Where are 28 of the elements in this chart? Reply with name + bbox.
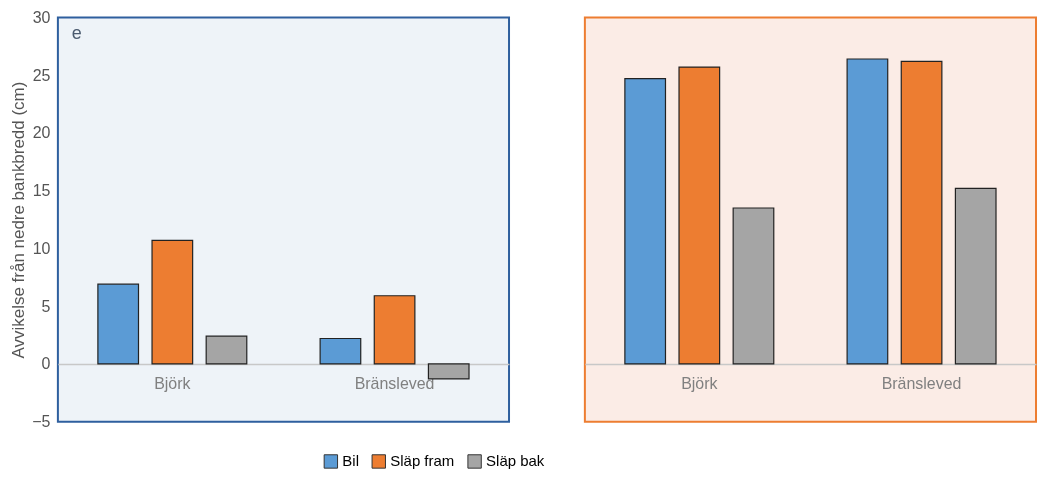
x-tick-label: Björk [681,375,718,393]
x-tick-label: Björk [154,375,191,393]
bar [732,207,775,365]
x-tick-label: Bränsleved [354,375,435,393]
y-tick-label: 10 [32,239,51,257]
y-tick-label: 15 [32,182,51,200]
bar [954,187,997,365]
legend-label: Släp bak [486,452,545,470]
y-tick-label: 30 [32,8,51,26]
legend-label: Släp fram [390,452,455,470]
bar [205,335,248,365]
bar [97,283,140,365]
bar [373,295,416,365]
bar [319,337,362,365]
legend-label: Bil [342,452,359,470]
x-tick-label: Bränsleved [881,375,962,393]
y-tick-label: 5 [41,297,51,315]
bar [151,239,194,365]
y-tick-label: 0 [41,355,51,373]
bar [900,60,943,365]
y-tick-label: −5 [32,413,51,431]
bar [678,66,721,365]
annotation: e [71,23,82,44]
bar [624,78,667,365]
bar [846,58,889,365]
y-tick-label: 20 [32,124,51,142]
y-axis-title: Avvikelse från nedre bankbredd (cm) [9,81,29,359]
y-tick-label: 25 [32,66,51,84]
